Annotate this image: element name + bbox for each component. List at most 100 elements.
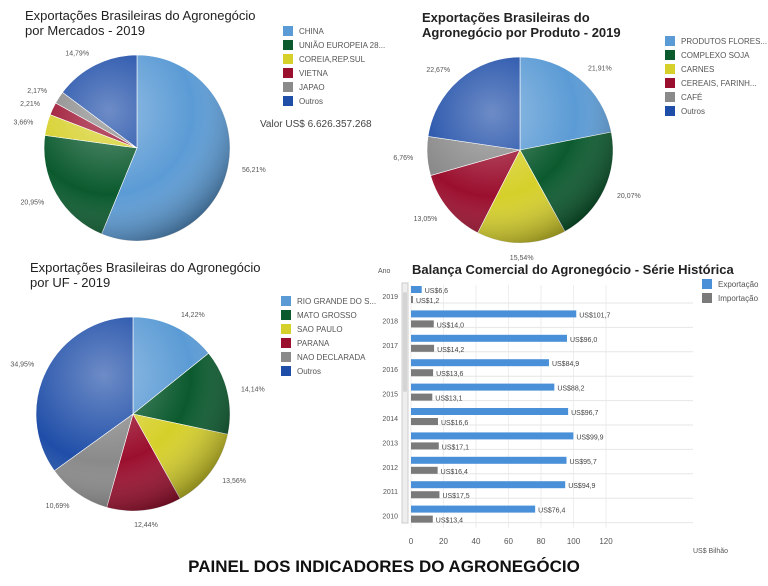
legend-swatch [281,310,291,320]
legend-swatch [665,50,675,60]
legend-item[interactable]: PRODUTOS FLORES... [665,34,767,48]
legend-balanca: Exportação Importação [702,277,758,305]
pie-value-label: 14,22% [181,312,205,319]
legend-item[interactable]: Outros [283,94,385,108]
legend-item[interactable]: COREIA,REP.SUL [283,52,385,66]
pie-value-label: 15,54% [510,255,534,262]
legend-label: MATO GROSSO [297,310,357,320]
legend-item[interactable]: COMPLEXO SOJA [665,48,767,62]
export-bar[interactable] [411,432,574,440]
legend-label: COMPLEXO SOJA [681,50,750,60]
legend-label: NAO DECLARADA [297,352,366,362]
y-tick-label: 2018 [382,318,398,325]
pie-value-label: 34,95% [10,361,34,368]
pie-value-label: 14,14% [241,386,265,393]
legend-swatch [281,296,291,306]
legend-swatch [665,92,675,102]
legend-item[interactable]: SAO PAULO [281,322,376,336]
legend-label: PARANA [297,338,330,348]
bar-value-label: US$96,0 [570,337,597,344]
legend-swatch [283,54,293,64]
chart-title-uf: Exportações Brasileiras do Agronegócio p… [30,260,261,290]
legend-swatch [281,338,291,348]
dashboard-footer-title: PAINEL DOS INDICADORES DO AGRONEGÓCIO [188,557,580,576]
legend-swatch [665,106,675,116]
bar-value-label: US$1,2 [416,298,439,305]
import-bar[interactable] [411,418,438,425]
export-bar[interactable] [411,456,567,464]
legend-label: JAPAO [299,82,325,92]
export-bar[interactable] [411,334,567,342]
legend-produto: PRODUTOS FLORES... COMPLEXO SOJA CARNES CER… [665,34,767,118]
legend-item[interactable]: CHINA [283,24,385,38]
legend-item[interactable]: CAFÉ [665,90,767,104]
legend-swatch [283,40,293,50]
legend-item[interactable]: MATO GROSSO [281,308,376,322]
bar-value-label: US$99,9 [576,434,603,441]
import-bar[interactable] [411,515,433,523]
legend-swatch [281,324,291,334]
legend-label: RIO GRANDE DO S... [297,296,377,306]
import-bar[interactable] [411,442,439,450]
legend-label: Outros [299,96,324,106]
legend-label: CARNES [681,64,715,74]
legend-item[interactable]: Outros [281,364,376,378]
bar-value-label: US$76,4 [538,508,565,515]
import-bar[interactable] [411,296,413,303]
export-bar[interactable] [411,481,566,489]
bar-value-label: US$88,2 [557,386,584,393]
scrollbar-thumb[interactable] [403,292,407,392]
legend-item[interactable]: RIO GRANDE DO S... [281,294,376,308]
legend-label: SAO PAULO [297,324,343,334]
legend-swatch [665,36,675,46]
chart-title-balanca: Balança Comercial do Agronegócio - Série… [412,262,734,277]
bar-value-label: US$95,7 [570,459,597,466]
pie-value-label: 13,05% [414,216,438,223]
export-bar[interactable] [411,286,422,293]
scrollbar[interactable] [401,282,409,524]
legend-uf: RIO GRANDE DO S... MATO GROSSO SAO PAULO PA… [281,294,376,378]
y-tick-label: 2010 [382,514,398,521]
legend-item[interactable]: CARNES [665,62,767,76]
legend-item[interactable]: PARANA [281,336,376,350]
import-bar[interactable] [411,491,440,499]
legend-label: CEREAIS, FARINH... [681,78,757,88]
pie-value-label: 20,95% [21,199,45,206]
legend-item[interactable]: CEREAIS, FARINH... [665,76,767,90]
bar-value-label: US$94,9 [568,483,595,490]
export-bar[interactable] [411,310,577,318]
y-tick-label: 2017 [382,343,398,350]
x-tick-label: 120 [599,537,613,546]
legend-label: CHINA [299,26,324,36]
bar-value-label: US$17,5 [442,493,469,500]
legend-label: COREIA,REP.SUL [299,54,366,64]
legend-item[interactable]: JAPAO [283,80,385,94]
legend-label: Outros [297,366,322,376]
legend-item[interactable]: NAO DECLARADA [281,350,376,364]
export-bar[interactable] [411,359,549,367]
x-tick-label: 0 [409,537,414,546]
legend-item[interactable]: Exportação [702,277,758,291]
export-bar[interactable] [411,505,536,513]
export-bar[interactable] [411,408,569,415]
bar-value-label: US$16,6 [441,420,468,427]
pie-value-label: 3,66% [13,119,33,126]
import-bar[interactable] [411,466,438,474]
legend-item[interactable]: Importação [702,291,758,305]
import-bar[interactable] [411,344,435,352]
export-bar[interactable] [411,383,555,391]
legend-item[interactable]: VIETNA [283,66,385,80]
legend-item[interactable]: Outros [665,104,767,118]
import-bar[interactable] [411,393,433,401]
pie-value-label: 12,44% [134,522,158,529]
x-tick-label: 20 [439,537,448,546]
pie-value-label: 20,07% [617,193,641,200]
pie-value-label: 2,17% [27,88,47,95]
legend-item[interactable]: UNIÃO EUROPEIA 28... [283,38,385,52]
pie-value-label: 21,91% [588,65,612,72]
y-tick-label: 2015 [382,392,398,399]
legend-swatch [281,366,291,376]
import-bar[interactable] [411,369,434,377]
import-bar[interactable] [411,320,434,328]
legend-label: UNIÃO EUROPEIA 28... [299,40,386,50]
